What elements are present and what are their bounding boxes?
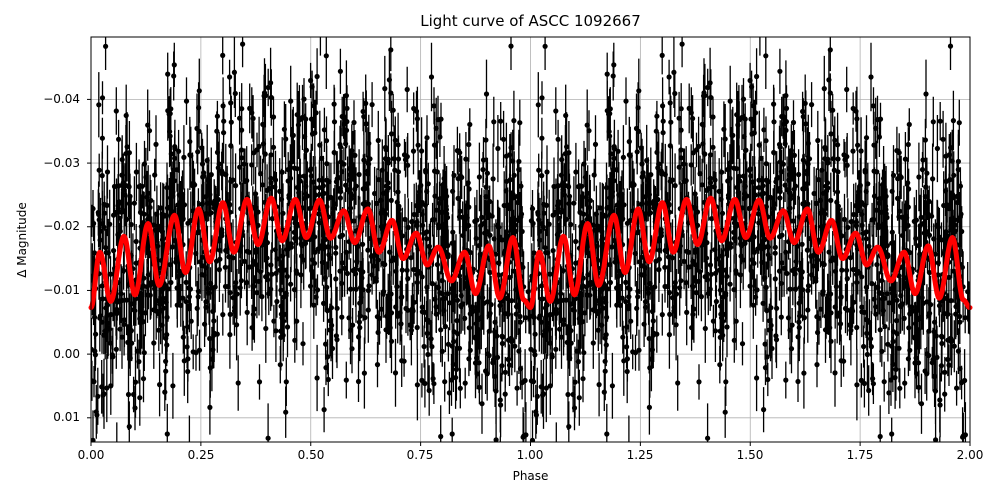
y-tick-label: 0.01 xyxy=(53,410,80,424)
y-tick-label: −0.04 xyxy=(43,92,80,106)
y-tick-label: −0.02 xyxy=(43,219,80,233)
x-tick-label: 1.50 xyxy=(736,448,764,462)
x-tick-label: 0.00 xyxy=(77,448,105,462)
x-tick-label: 0.75 xyxy=(406,448,434,462)
axis-ticks xyxy=(87,98,971,446)
x-axis-label: Phase xyxy=(512,469,549,483)
x-tick-label: 0.25 xyxy=(187,448,215,462)
y-tick-label: −0.03 xyxy=(43,156,80,170)
y-axis-label: Δ Magnitude xyxy=(15,202,29,278)
y-tick-label: 0.00 xyxy=(53,347,80,361)
x-tick-label: 1.00 xyxy=(516,448,544,462)
y-tick-label: −0.01 xyxy=(43,283,80,297)
x-tick-label: 2.00 xyxy=(956,448,984,462)
x-tick-label: 0.50 xyxy=(297,448,325,462)
model-curve xyxy=(88,195,973,311)
x-tick-label: 1.25 xyxy=(626,448,654,462)
x-tick-label: 1.75 xyxy=(846,448,874,462)
chart-title: Light curve of ASCC 1092667 xyxy=(420,12,641,30)
